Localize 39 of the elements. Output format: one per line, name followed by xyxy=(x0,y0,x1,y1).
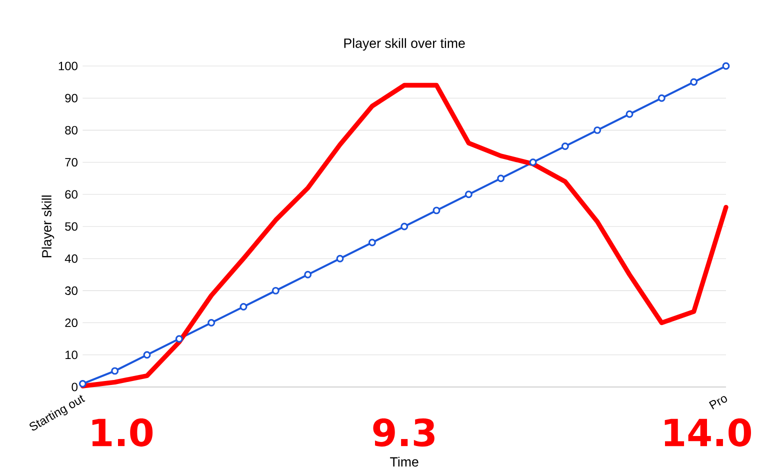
point xyxy=(561,142,569,150)
point xyxy=(78,380,86,388)
point xyxy=(497,174,505,182)
point xyxy=(690,78,698,86)
y-tick-label: 80 xyxy=(65,126,78,134)
text: 14.0 xyxy=(664,418,751,447)
point xyxy=(400,222,408,230)
x-axis-title: Time xyxy=(390,456,418,467)
point xyxy=(175,335,183,343)
point xyxy=(722,62,730,70)
point xyxy=(658,94,666,102)
point xyxy=(464,190,472,198)
point xyxy=(594,126,602,134)
point xyxy=(240,303,248,310)
point xyxy=(368,238,376,246)
y-tick-label: 0 xyxy=(72,382,78,392)
y-tick-label: 20 xyxy=(65,318,78,328)
point xyxy=(529,158,537,166)
chart-title: Player skill over time xyxy=(344,38,465,51)
y-tick-label: 10 xyxy=(66,350,78,360)
point xyxy=(111,367,119,375)
y-tick-label: 90 xyxy=(65,94,78,102)
y-axis-title: Player skill xyxy=(42,196,54,258)
y-tick-label: 70 xyxy=(65,158,78,167)
point xyxy=(272,286,280,294)
y-tick-label: 30 xyxy=(65,286,78,295)
point xyxy=(143,351,151,359)
y-tick-label: 100 xyxy=(58,62,78,70)
point xyxy=(336,254,344,262)
point xyxy=(432,206,440,214)
y-tick-label: 60 xyxy=(65,190,78,199)
y-tick-label: 40 xyxy=(64,254,78,263)
text: 9.3 xyxy=(373,418,434,447)
point xyxy=(304,270,312,278)
text: 1.0 xyxy=(92,418,153,447)
point xyxy=(626,110,634,118)
y-tick-label: 50 xyxy=(65,222,78,231)
x-tick-label: Pro xyxy=(708,396,728,410)
point xyxy=(208,319,216,327)
